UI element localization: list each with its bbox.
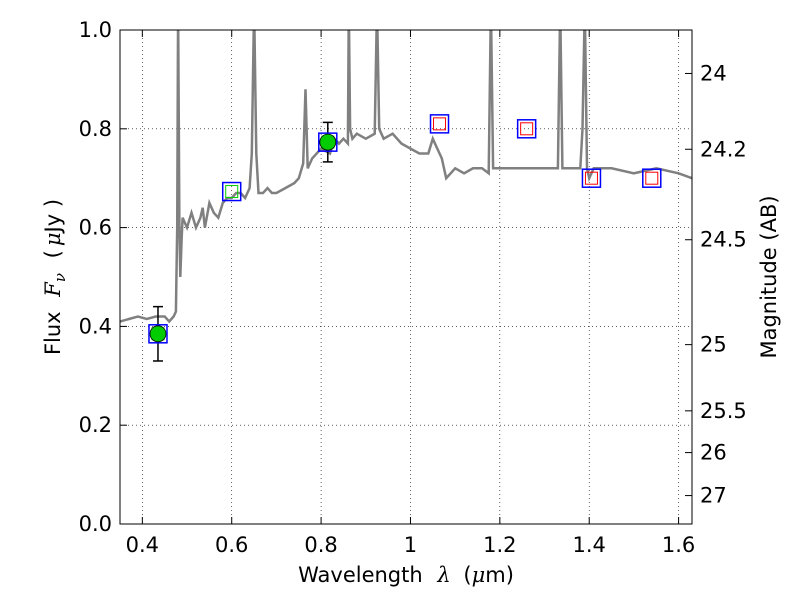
model-photometry-box — [581, 168, 602, 188]
y-tick-label: 0.2 — [79, 413, 112, 437]
mag-tick-label: 24 — [700, 61, 727, 85]
x-tick-label: 0.8 — [304, 533, 337, 557]
model-photometry-box — [642, 168, 662, 188]
x-tick-label: 0.4 — [126, 533, 159, 557]
mag-tick-label: 27 — [700, 484, 727, 508]
x-tick-label: 1.6 — [662, 533, 695, 557]
model-spectrum — [120, 30, 692, 324]
x-tick-label: 1.4 — [573, 533, 606, 557]
observed-point — [319, 133, 337, 151]
y-tick-label: 0.6 — [79, 216, 112, 240]
model-photometry-inner — [225, 185, 239, 199]
y-tick-label: 0.4 — [79, 314, 112, 338]
x-tick-label: 0.6 — [215, 533, 248, 557]
model-photometry-box — [221, 181, 242, 202]
model-photometry-inner — [645, 171, 659, 185]
observed-point — [149, 325, 167, 343]
model-photometry-inner — [584, 171, 598, 185]
magnitude-axis-title: Magnitude (AB) — [757, 195, 781, 358]
x-tick-label: 1 — [404, 533, 417, 557]
x-tick-label: 1.2 — [483, 533, 516, 557]
plot-frame — [119, 29, 693, 525]
mag-tick-label: 25 — [700, 333, 727, 357]
x-axis-title: Wavelength λ (μm) — [298, 563, 514, 587]
y-axis-title: Flux Fν (μJy ) — [41, 199, 70, 355]
model-photometry-inner — [520, 122, 534, 136]
y-axis: 0.0 0.2 0.4 0.6 0.8 1.0 — [79, 18, 127, 536]
model-photometry-box — [516, 119, 537, 139]
mag-tick-label: 24.2 — [700, 137, 747, 161]
mag-tick-label: 24.5 — [700, 228, 747, 252]
y-tick-label: 1.0 — [79, 18, 112, 42]
y-tick-label: 0.0 — [79, 512, 112, 536]
data-points — [148, 114, 662, 362]
model-photometry-box — [148, 324, 168, 344]
x-axis: 0.4 0.6 0.8 1 1.2 1.4 1.6 — [126, 30, 695, 557]
magnitude-axis: 24 24.2 24.5 25 25.5 26 27 — [685, 61, 747, 508]
model-photometry-inner — [433, 117, 447, 131]
y-tick-label: 0.8 — [79, 117, 112, 141]
model-photometry-box — [318, 132, 338, 152]
spectrum-line — [120, 30, 692, 324]
grid-lines — [120, 29, 692, 525]
model-photometry-box — [429, 114, 450, 134]
mag-tick-label: 26 — [700, 441, 727, 465]
mag-tick-label: 25.5 — [700, 399, 747, 423]
